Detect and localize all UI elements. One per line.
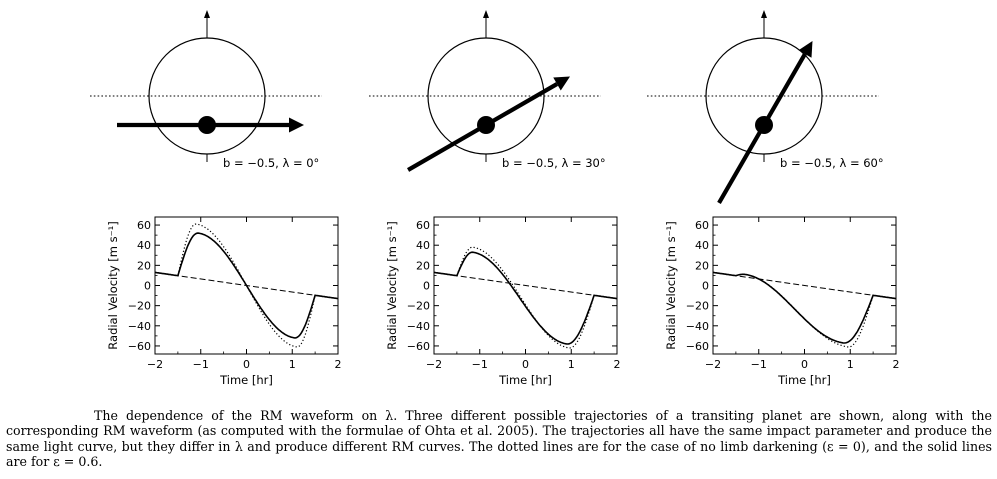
y-tick-label: 20: [416, 259, 430, 272]
y-tick-label: 40: [137, 239, 151, 252]
planet-disk: [477, 116, 495, 134]
x-tick-label: −1: [751, 358, 767, 371]
trajectory-arrowhead: [289, 117, 304, 133]
y-tick-label: −60: [407, 340, 430, 353]
dashed-series-line: [433, 271, 618, 300]
y-tick-label: 0: [702, 280, 709, 293]
x-axis-label: Time [hr]: [219, 373, 273, 387]
y-tick-label: 60: [695, 219, 709, 232]
y-tick-label: −20: [128, 300, 151, 313]
dotted-series-line: [433, 246, 618, 349]
y-tick-label: −60: [128, 340, 151, 353]
y-tick-label: −40: [407, 320, 430, 333]
trajectory-diagram-1: [90, 10, 322, 162]
x-tick-label: 0: [522, 358, 529, 371]
x-tick-label: 2: [335, 358, 342, 371]
trajectory-arrowhead: [553, 76, 571, 91]
x-tick-label: 1: [289, 358, 296, 371]
y-tick-label: 0: [144, 280, 151, 293]
y-tick-label: 60: [416, 219, 430, 232]
x-tick-label: −1: [193, 358, 209, 371]
y-tick-label: 20: [695, 259, 709, 272]
x-tick-label: 1: [568, 358, 575, 371]
dotted-series-line: [712, 271, 897, 348]
diagram-label: b = −0.5, λ = 0°: [223, 156, 319, 170]
x-tick-label: 2: [614, 358, 621, 371]
trajectory-diagram-2: [369, 10, 601, 172]
diagram-label: b = −0.5, λ = 60°: [780, 156, 884, 170]
x-tick-label: −2: [426, 358, 442, 371]
planet-disk: [198, 116, 216, 134]
y-tick-label: 20: [137, 259, 151, 272]
y-tick-label: 0: [423, 280, 430, 293]
dotted-series-line: [154, 223, 339, 348]
rv-plot-1: [154, 216, 339, 355]
dashed-series-line: [712, 271, 897, 300]
y-axis-label: Radial Velocity [m s⁻¹]: [385, 221, 399, 349]
trajectory-arrowhead: [798, 40, 813, 58]
x-tick-label: 0: [243, 358, 250, 371]
planet-disk: [755, 116, 773, 134]
trajectory-diagram-3: [647, 10, 879, 204]
x-tick-label: 2: [893, 358, 900, 371]
rv-plot-2: [433, 216, 618, 355]
dashed-series-line: [154, 271, 339, 300]
x-tick-label: −1: [472, 358, 488, 371]
y-tick-label: −40: [128, 320, 151, 333]
x-tick-label: 0: [801, 358, 808, 371]
rm-waveform-figure: b = −0.5, λ = 0°−2 −1 0 1 26040200−20−40−60T…: [90, 10, 900, 387]
solid-series-line: [433, 251, 618, 345]
figure-caption: The dependence of the RM waveform on λ. …: [6, 408, 992, 470]
y-tick-label: 60: [137, 219, 151, 232]
x-axis-label: Time [hr]: [498, 373, 552, 387]
x-axis-label: Time [hr]: [777, 373, 831, 387]
y-axis-label: Radial Velocity [m s⁻¹]: [664, 221, 678, 349]
spin-axis-arrowhead: [483, 10, 489, 18]
y-tick-label: −60: [686, 340, 709, 353]
x-tick-label: −2: [705, 358, 721, 371]
y-tick-label: −20: [686, 300, 709, 313]
y-axis-label: Radial Velocity [m s⁻¹]: [106, 221, 120, 349]
spin-axis-arrowhead: [761, 10, 767, 18]
y-tick-label: −20: [407, 300, 430, 313]
y-tick-label: 40: [695, 239, 709, 252]
solid-series-line: [712, 271, 897, 344]
spin-axis-arrowhead: [204, 10, 210, 18]
caption-text: The dependence of the RM waveform on λ. …: [6, 408, 992, 470]
diagram-label: b = −0.5, λ = 30°: [502, 156, 606, 170]
rv-plot-3: [712, 216, 897, 355]
y-tick-label: −40: [686, 320, 709, 333]
x-tick-label: 1: [847, 358, 854, 371]
x-tick-label: −2: [147, 358, 163, 371]
y-tick-label: 40: [416, 239, 430, 252]
